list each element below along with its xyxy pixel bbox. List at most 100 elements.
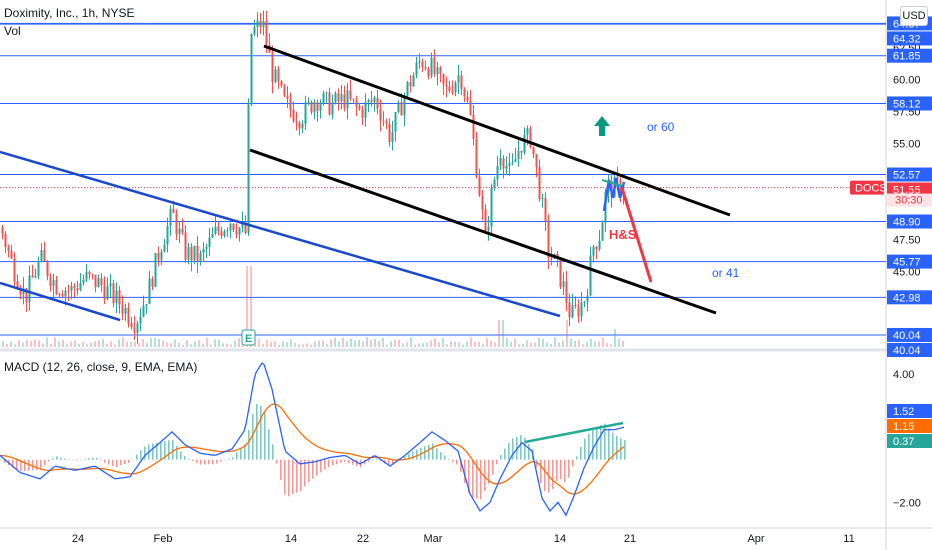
macd-value-label: 1.52 — [893, 406, 914, 418]
volume-bar — [78, 343, 80, 347]
candle-body — [43, 250, 46, 262]
macd-histogram-bar — [504, 448, 506, 460]
trend-drawings[interactable]: E — [0, 44, 731, 346]
candle-body — [328, 92, 331, 115]
candle-body — [136, 323, 139, 333]
macd-histogram-bar — [340, 459, 342, 464]
candle-body — [274, 69, 277, 83]
candle-body — [436, 67, 439, 74]
horizontal-levels[interactable] — [0, 22, 886, 336]
volume-label: Vol — [4, 24, 21, 38]
price-tag-box — [887, 96, 932, 111]
candle-body — [244, 222, 247, 234]
candle-body — [142, 305, 145, 317]
price-tag: 40.04 — [887, 327, 932, 342]
candle-body — [253, 27, 256, 34]
macd-histogram-bar — [32, 459, 34, 471]
candle-body — [115, 290, 118, 303]
volume-bar — [514, 338, 516, 347]
volume-bar — [342, 337, 344, 347]
macd-histogram-bar — [592, 429, 594, 460]
price-tag-box — [887, 167, 932, 182]
candle-body — [580, 302, 583, 317]
macd-histogram-bar — [4, 459, 6, 463]
macd-histogram-bar — [84, 458, 86, 460]
volume-bar — [294, 342, 296, 347]
volume-bar — [330, 339, 332, 347]
volume-bar — [318, 340, 320, 347]
candle-body — [7, 247, 10, 251]
candle-body — [310, 101, 313, 113]
volume-bars — [2, 266, 624, 347]
candle-body — [178, 228, 181, 235]
candle-body — [1, 226, 4, 234]
macd-histogram-bar — [264, 411, 266, 460]
price-tag: 52.57 — [887, 167, 932, 182]
price-tag: 51.55 — [887, 182, 932, 197]
volume-bar — [98, 340, 100, 347]
volume-bar — [314, 341, 316, 347]
macd-histogram-bar — [256, 403, 258, 460]
volume-bar — [238, 338, 240, 347]
candle-body — [415, 62, 418, 76]
macd-histogram-bar — [416, 449, 418, 460]
candle-body — [478, 176, 481, 196]
candle-body — [133, 326, 136, 333]
volume-bar — [94, 341, 96, 347]
volume-bar — [126, 341, 128, 347]
macd-histogram-bar — [528, 443, 530, 460]
candle-body — [181, 228, 184, 233]
candle-body — [493, 179, 496, 189]
macd-histogram-bar — [588, 433, 590, 460]
macd-divergence-line — [524, 421, 624, 444]
candle-body — [163, 244, 166, 252]
volume-bar — [454, 341, 456, 347]
macd-histogram-bar — [404, 456, 406, 460]
macd-value-box — [887, 404, 932, 418]
volume-bar — [114, 344, 116, 347]
macd-histogram-bar — [496, 459, 498, 465]
volume-bar — [262, 343, 264, 347]
candle-body — [166, 225, 169, 245]
volume-bar — [422, 343, 424, 347]
price-tick-label: 45.00 — [893, 266, 921, 278]
candle-body — [448, 86, 451, 91]
candle-body — [457, 75, 460, 83]
candle-body — [319, 104, 322, 111]
macd-histogram-bar — [520, 435, 522, 460]
macd-histogram-bar — [536, 459, 538, 468]
candle-body — [388, 123, 391, 143]
macd-histogram-bar — [408, 453, 410, 460]
candle-body — [241, 222, 244, 228]
candle-body — [406, 82, 409, 96]
volume-bar — [590, 338, 592, 347]
symbol-badge: DOCS — [850, 180, 887, 195]
macd-histogram-bar — [60, 457, 62, 460]
currency-button[interactable]: USD — [900, 6, 928, 26]
candle-body — [334, 93, 337, 103]
candle-body — [190, 246, 193, 261]
candle-body — [529, 128, 532, 147]
candle-body — [220, 231, 223, 237]
time-tick-label: 14 — [554, 533, 566, 545]
volume-bar — [14, 344, 16, 347]
candle-body — [172, 208, 175, 213]
volume-bar — [250, 266, 252, 347]
volume-bar — [90, 343, 92, 347]
macd-title: MACD (12, 26, close, 9, EMA, EMA) — [4, 360, 197, 374]
volume-bar — [458, 342, 460, 347]
volume-bar — [394, 339, 396, 347]
volume-bar — [370, 339, 372, 347]
candle-body — [571, 304, 574, 318]
macd-histogram-bar — [72, 459, 74, 461]
candle-body — [592, 246, 595, 256]
candle-body — [403, 95, 406, 116]
volume-bar — [598, 341, 600, 347]
candle-body — [262, 21, 265, 28]
candlesticks — [1, 10, 625, 344]
time-axis[interactable]: 24 Feb 14 22 Mar 14 21 Apr 11 — [72, 533, 855, 545]
macd-histogram-bar — [608, 428, 610, 460]
price-axis[interactable]: 60.0055.0047.5062.5057.5045.0064.3764.32… — [850, 16, 932, 509]
volume-bar — [386, 344, 388, 347]
